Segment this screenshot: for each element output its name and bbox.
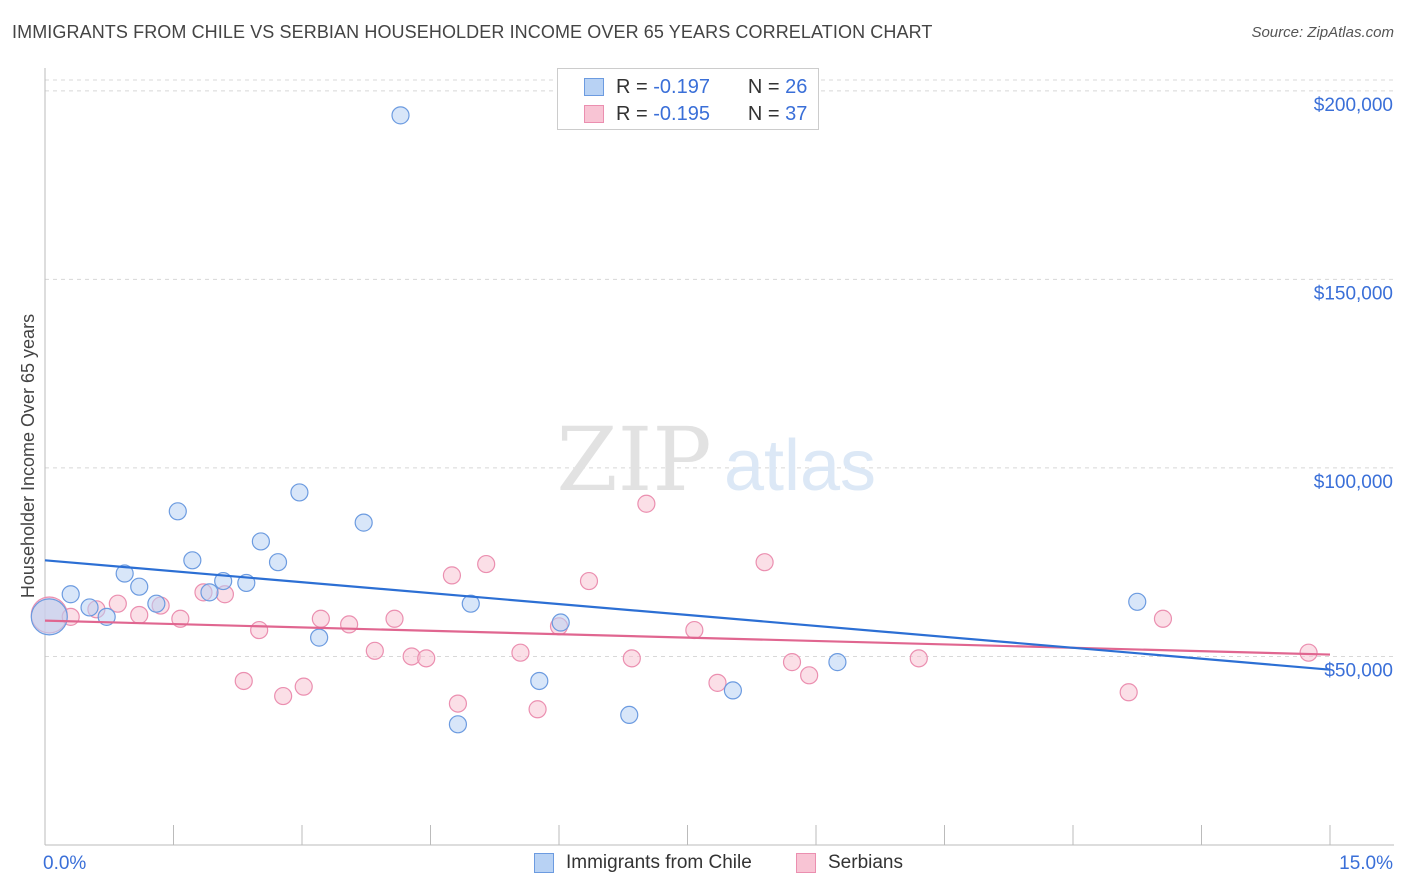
serbians-point <box>294 677 313 696</box>
bottom-legend-chile: Immigrants from Chile <box>534 850 752 876</box>
chile-point <box>290 483 309 502</box>
chile-point <box>130 577 149 596</box>
chile-point <box>354 513 373 532</box>
legend-r-label: R = <box>616 102 648 125</box>
serbians-point <box>1153 609 1173 628</box>
serbians-point <box>800 666 819 685</box>
legend-n-value: 37 <box>785 102 808 125</box>
serbians-point <box>417 649 436 668</box>
watermark-zip: ZIP <box>556 408 711 511</box>
watermark-atlas: atlas <box>724 426 876 506</box>
y-tick-label: $50,000 <box>1324 660 1393 681</box>
serbians-point <box>385 609 404 628</box>
legend-n-label: N = <box>747 102 780 125</box>
serbians-point <box>477 554 496 574</box>
chile-point <box>200 583 219 602</box>
chile-point <box>828 653 847 672</box>
serbians-point <box>579 571 599 591</box>
legend-n-value: 26 <box>785 75 808 98</box>
bottom-legend-label-chile: Immigrants from Chile <box>566 852 752 873</box>
serbians-point <box>755 553 774 572</box>
trend-lines <box>44 559 1331 671</box>
chile-point <box>183 551 202 570</box>
correlation-legend: R = -0.197 N = 26 R = -0.195 N = 37 <box>557 68 819 130</box>
chile-point <box>530 671 549 691</box>
y-axis-label: Householder Income Over 65 years <box>18 314 38 598</box>
serbians-point <box>442 566 462 585</box>
chile-point <box>168 502 187 521</box>
chart-title: IMMIGRANTS FROM CHILE VS SERBIAN HOUSEHO… <box>12 22 933 42</box>
legend-swatch-serbians <box>584 105 604 123</box>
bottom-legend-swatch-serbians <box>796 853 816 873</box>
legend-r-value: -0.195 <box>653 102 710 125</box>
bottom-legend-serbians: Serbians <box>796 850 903 876</box>
chile-point <box>147 594 166 613</box>
chile-point <box>251 532 270 551</box>
serbians-point <box>685 620 704 640</box>
chile-point <box>80 598 99 617</box>
chile-point <box>551 613 570 632</box>
serbians-trend-line <box>44 619 1331 656</box>
chile-point <box>268 553 288 572</box>
bottom-legend-swatch-chile <box>534 853 554 873</box>
y-tick-label: $100,000 <box>1314 472 1393 493</box>
chile-trend-line <box>44 559 1331 671</box>
chile-point <box>620 705 639 725</box>
serbians-point <box>528 700 547 719</box>
serbians-point <box>448 694 468 713</box>
source-label: Source: ZipAtlas.com <box>1251 24 1394 41</box>
legend-r-label: R = <box>616 75 648 98</box>
serbians-point <box>511 643 530 662</box>
serbians-points <box>30 494 1318 719</box>
chile-point <box>30 598 68 636</box>
axes <box>44 68 1394 846</box>
chile-point <box>115 564 134 583</box>
serbians-point <box>274 686 293 706</box>
chile-point <box>61 585 80 604</box>
legend-row-chile: R = -0.197 N = 26 <box>584 75 807 99</box>
serbians-point <box>108 594 127 613</box>
chile-point <box>723 681 743 700</box>
legend-swatch-chile <box>584 78 604 96</box>
serbians-point <box>250 620 269 640</box>
tick-labels: $50,000 $100,000 $150,000 $200,000 0.0% 15.0% <box>43 95 1393 874</box>
bottom-legend-label-serbians: Serbians <box>828 852 903 873</box>
serbians-point <box>622 649 641 668</box>
chile-point <box>461 594 480 613</box>
legend-row-serbians: R = -0.195 N = 37 <box>584 102 807 126</box>
chile-point <box>391 106 410 125</box>
grid-lines <box>45 79 1394 657</box>
x-tick-label-max: 15.0% <box>1339 853 1393 874</box>
serbians-point <box>365 641 384 660</box>
serbians-point <box>340 615 359 634</box>
serbians-point <box>234 671 253 691</box>
serbians-point <box>1299 643 1318 662</box>
legend-n-label: N = <box>747 75 780 98</box>
serbians-point <box>909 649 928 668</box>
serbians-point <box>311 609 330 628</box>
chile-point <box>1128 592 1147 611</box>
x-tick-label-min: 0.0% <box>43 853 86 874</box>
serbians-point <box>130 605 149 625</box>
chile-point <box>310 628 329 647</box>
chile-point <box>448 715 468 734</box>
watermark: ZIP atlas <box>556 408 876 511</box>
serbians-point <box>637 494 656 513</box>
y-tick-label: $150,000 <box>1314 283 1393 304</box>
serbians-point <box>782 653 802 672</box>
serbians-point <box>708 673 727 692</box>
legend-r-value: -0.197 <box>653 75 710 98</box>
serbians-point <box>1119 683 1138 702</box>
y-tick-label: $200,000 <box>1314 95 1393 116</box>
